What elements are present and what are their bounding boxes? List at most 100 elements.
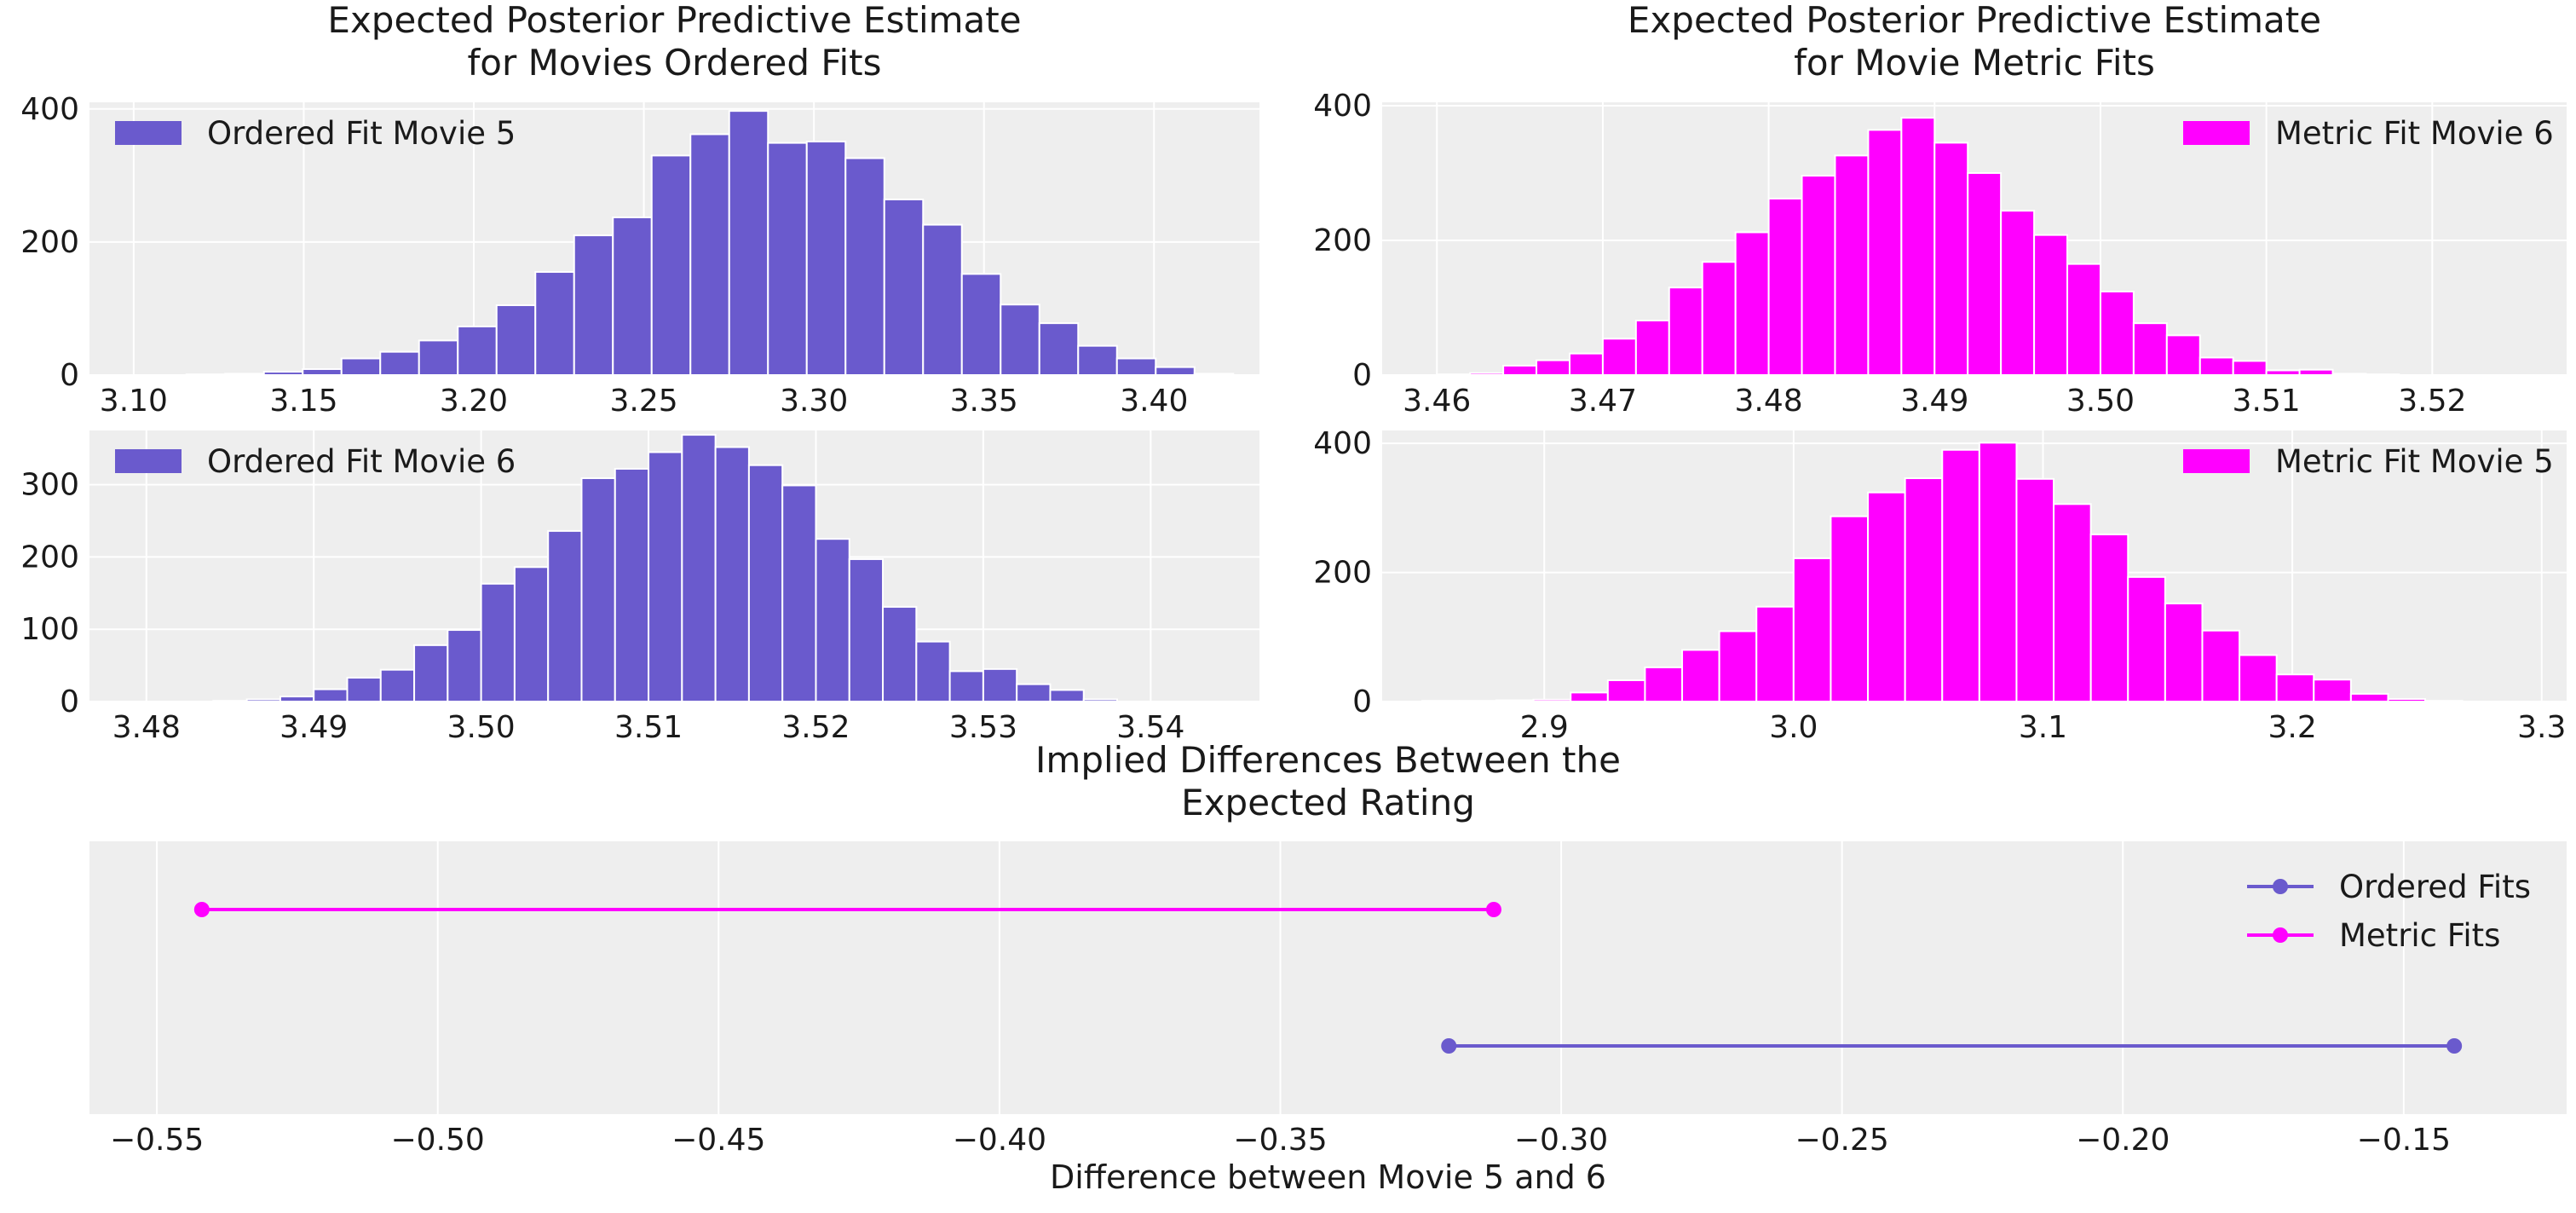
histogram-bar — [2053, 503, 2092, 702]
histogram-bar — [302, 367, 343, 377]
histogram-bar — [1767, 197, 1803, 376]
histogram-bar — [1668, 286, 1703, 376]
legend: Metric Fit Movie 6 — [2183, 115, 2554, 152]
histogram-bar — [1755, 605, 1795, 703]
histogram-bar — [2387, 697, 2427, 703]
x-tick-label: 3.52 — [781, 710, 850, 745]
legend-label: Ordered Fit Movie 6 — [207, 443, 516, 480]
x-tick-label: 3.48 — [1735, 384, 1803, 419]
histogram-bar — [1933, 142, 1969, 376]
histogram-bar — [2265, 369, 2301, 377]
histogram-bar — [1978, 442, 2018, 703]
y-tick-label: 100 — [20, 612, 79, 647]
legend: Ordered Fit Movie 6 — [115, 443, 516, 480]
y-tick-label: 0 — [60, 358, 79, 393]
x-tick-label: 3.3 — [2517, 710, 2566, 745]
y-tick-label: 400 — [20, 92, 79, 127]
histogram-bar — [580, 477, 616, 703]
histogram-bar — [245, 698, 281, 702]
x-tick-label: −0.30 — [1514, 1123, 1608, 1158]
y-tick-label: 200 — [1313, 556, 1372, 591]
histogram-bar — [262, 371, 304, 377]
x-tick-label: 3.30 — [780, 384, 848, 419]
x-tick-label: 3.20 — [440, 384, 508, 419]
histogram-bar — [2365, 373, 2400, 376]
x-tick-label: 3.25 — [610, 384, 678, 419]
x-tick-label: 3.50 — [2066, 384, 2135, 419]
histogram-bar — [1077, 344, 1118, 377]
histogram-bar — [2015, 477, 2055, 702]
histogram-bar — [747, 464, 784, 702]
histogram-bar — [1000, 303, 1040, 376]
histogram-bar — [1155, 366, 1196, 377]
histogram-bar — [1941, 448, 1980, 702]
histogram-bar — [547, 529, 583, 703]
histogram-bar — [1834, 154, 1870, 377]
histogram-bar — [1532, 698, 1572, 703]
x-tick-label: 3.35 — [950, 384, 1018, 419]
histogram-bar — [2000, 210, 2036, 376]
histogram-bar — [1536, 359, 1570, 376]
histogram-bar — [767, 142, 808, 377]
x-tick-label: 3.2 — [2268, 710, 2316, 745]
legend-swatch — [115, 449, 182, 473]
histogram-bar — [313, 688, 349, 702]
histogram-bar — [2127, 575, 2166, 702]
histogram-bar — [982, 667, 1018, 703]
histogram-bar — [185, 373, 227, 377]
legend: Metric Fit Movie 5 — [2183, 443, 2554, 480]
histogram-bar — [728, 110, 769, 377]
chart-bottom: Implied Differences Between the Expected … — [89, 739, 2567, 1196]
x-tick-label: 3.49 — [279, 710, 348, 745]
legend-marker — [2273, 927, 2288, 943]
x-tick-label: −0.40 — [953, 1123, 1046, 1158]
legend: Ordered Fit Movie 5 — [115, 115, 516, 152]
histogram-bar — [1469, 372, 1505, 377]
histogram-bar — [1421, 700, 1461, 703]
histogram-bar — [2089, 533, 2129, 703]
chart-title: Expected Posterior Predictive Estimate fo… — [327, 0, 1021, 84]
legend-label: Ordered Fits — [2339, 869, 2531, 905]
histogram-bar — [1502, 364, 1538, 376]
histogram-bar — [1016, 683, 1052, 703]
x-axis-label: Difference between Movie 5 and 6 — [1050, 1158, 1606, 1196]
histogram-bar — [1606, 679, 1646, 702]
legend-label: Ordered Fit Movie 5 — [207, 115, 516, 152]
histogram-bar — [915, 640, 951, 703]
histogram-bar — [1634, 320, 1670, 376]
histogram-bar — [2132, 322, 2168, 376]
histogram-bar — [480, 582, 516, 702]
histogram-bar — [413, 644, 449, 703]
histogram-bar — [2349, 692, 2389, 703]
chart-middle-left: 3.48 3.49 3.50 3.51 3.52 3.53 3.54 0 100 200 300 Or… — [20, 430, 1259, 745]
histogram-bar — [1792, 557, 1832, 703]
x-tick-label: −0.15 — [2357, 1123, 2451, 1158]
series-point — [1441, 1038, 1457, 1054]
histogram-bar — [279, 696, 315, 703]
y-tick-label: 0 — [1352, 358, 1372, 393]
histogram-bar — [714, 446, 750, 703]
histogram-bar — [1601, 338, 1637, 377]
histogram-bar — [1801, 175, 1836, 376]
histogram-bar — [648, 451, 683, 702]
histogram-bar — [418, 339, 459, 377]
histogram-bar — [612, 217, 653, 376]
legend-swatch — [115, 121, 182, 145]
x-tick-label: 3.54 — [1116, 710, 1184, 745]
histogram-bar — [650, 154, 692, 376]
histogram-bar — [2066, 263, 2101, 377]
histogram-bar — [948, 670, 984, 702]
y-tick-label: 200 — [20, 225, 79, 260]
x-tick-label: 3.40 — [1120, 384, 1188, 419]
y-tick-label: 200 — [1313, 223, 1372, 258]
y-tick-label: 400 — [1313, 426, 1372, 461]
legend-swatch — [2183, 449, 2250, 473]
histogram-bar — [1867, 491, 1906, 703]
histogram-bar — [340, 357, 382, 376]
histogram-bar — [614, 467, 650, 702]
histogram-bar — [1495, 699, 1535, 703]
x-tick-label: 3.51 — [2233, 384, 2301, 419]
histogram-bar — [805, 141, 847, 377]
series-point — [2446, 1038, 2463, 1054]
histogram-bar — [1115, 357, 1157, 376]
